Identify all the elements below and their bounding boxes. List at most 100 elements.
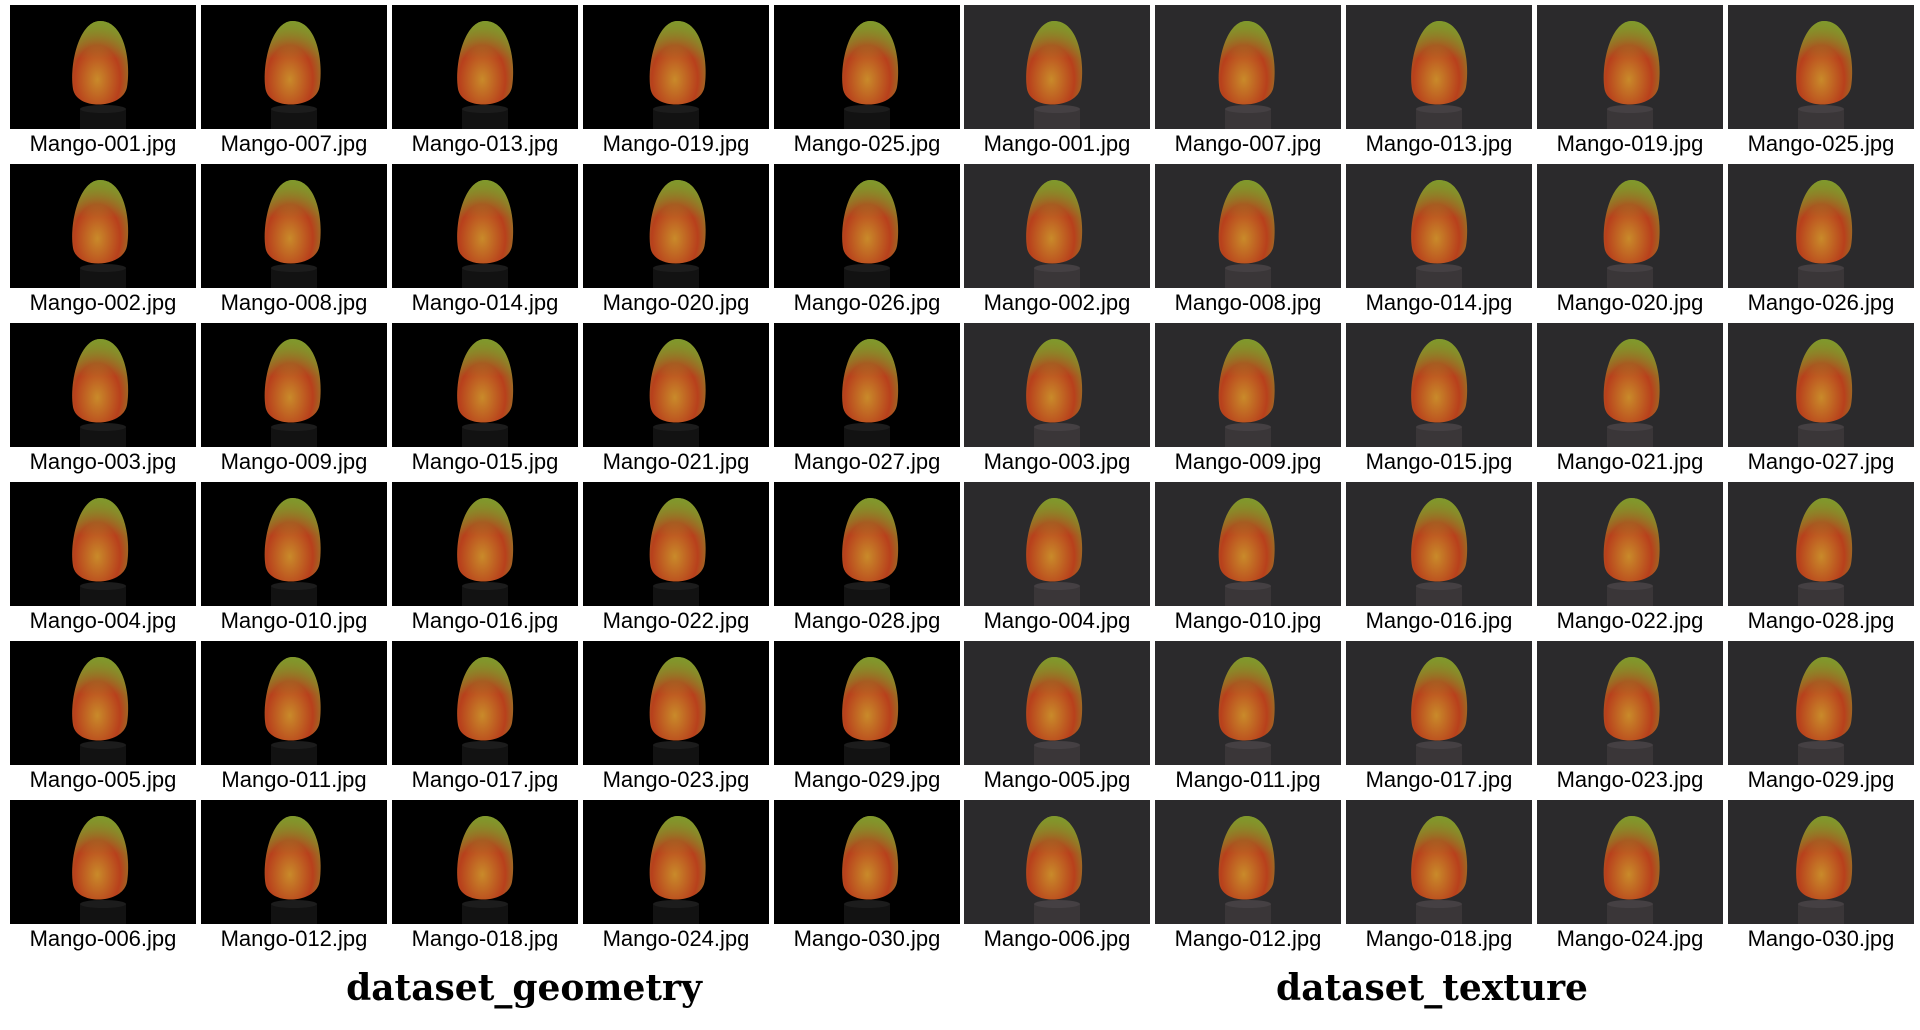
mango-photo	[392, 482, 578, 606]
thumbnail-tile[interactable]: Mango-003.jpg	[10, 323, 196, 482]
thumbnail-tile[interactable]: Mango-005.jpg	[964, 641, 1150, 800]
mango-photo	[964, 323, 1150, 447]
thumbnail-tile[interactable]: Mango-021.jpg	[1537, 323, 1723, 482]
thumbnail-tile[interactable]: Mango-029.jpg	[774, 641, 960, 800]
thumbnail-tile[interactable]: Mango-014.jpg	[392, 164, 578, 323]
mango-photo	[774, 323, 960, 447]
thumbnail-tile[interactable]: Mango-026.jpg	[774, 164, 960, 323]
filename-caption: Mango-008.jpg	[1174, 290, 1322, 315]
thumbnail-tile[interactable]: Mango-009.jpg	[1155, 323, 1341, 482]
filename-caption: Mango-019.jpg	[602, 131, 750, 156]
thumbnail-tile[interactable]: Mango-001.jpg	[964, 5, 1150, 164]
thumbnail-tile[interactable]: Mango-023.jpg	[1537, 641, 1723, 800]
mango-photo	[201, 164, 387, 288]
filename-caption: Mango-029.jpg	[1747, 767, 1895, 792]
thumbnail-tile[interactable]: Mango-014.jpg	[1346, 164, 1532, 323]
thumbnail-tile[interactable]: Mango-021.jpg	[583, 323, 769, 482]
thumbnail-tile[interactable]: Mango-010.jpg	[201, 482, 387, 641]
thumbnail-tile[interactable]: Mango-004.jpg	[964, 482, 1150, 641]
mango-photo	[1728, 5, 1914, 129]
mango-photo	[1728, 482, 1914, 606]
thumbnail-tile[interactable]: Mango-006.jpg	[964, 800, 1150, 959]
thumbnail-tile[interactable]: Mango-025.jpg	[1728, 5, 1914, 164]
filename-caption: Mango-014.jpg	[1365, 290, 1513, 315]
mango-photo	[583, 641, 769, 765]
thumbnail-tile[interactable]: Mango-022.jpg	[1537, 482, 1723, 641]
thumbnail-tile[interactable]: Mango-018.jpg	[1346, 800, 1532, 959]
thumbnail-tile[interactable]: Mango-012.jpg	[1155, 800, 1341, 959]
thumbnail-tile[interactable]: Mango-015.jpg	[1346, 323, 1532, 482]
filename-caption: Mango-028.jpg	[1747, 608, 1895, 633]
filename-caption: Mango-027.jpg	[1747, 449, 1895, 474]
thumbnail-tile[interactable]: Mango-001.jpg	[10, 5, 196, 164]
filename-caption: Mango-014.jpg	[411, 290, 559, 315]
mango-photo	[392, 164, 578, 288]
thumbnail-tile[interactable]: Mango-017.jpg	[392, 641, 578, 800]
thumbnail-tile[interactable]: Mango-016.jpg	[1346, 482, 1532, 641]
mango-photo	[964, 482, 1150, 606]
thumbnail-tile[interactable]: Mango-003.jpg	[964, 323, 1150, 482]
mango-photo	[964, 641, 1150, 765]
mango-photo	[392, 5, 578, 129]
thumbnail-tile[interactable]: Mango-028.jpg	[1728, 482, 1914, 641]
filename-caption: Mango-004.jpg	[983, 608, 1131, 633]
mango-photo	[392, 800, 578, 924]
thumbnail-tile[interactable]: Mango-028.jpg	[774, 482, 960, 641]
thumbnail-tile[interactable]: Mango-007.jpg	[1155, 5, 1341, 164]
mango-photo	[1537, 482, 1723, 606]
thumbnail-tile[interactable]: Mango-024.jpg	[1537, 800, 1723, 959]
mango-photo	[583, 323, 769, 447]
thumbnail-tile[interactable]: Mango-005.jpg	[10, 641, 196, 800]
thumbnail-tile[interactable]: Mango-019.jpg	[1537, 5, 1723, 164]
thumbnail-tile[interactable]: Mango-027.jpg	[1728, 323, 1914, 482]
thumbnail-tile[interactable]: Mango-012.jpg	[201, 800, 387, 959]
thumbnail-tile[interactable]: Mango-013.jpg	[1346, 5, 1532, 164]
thumbnail-tile[interactable]: Mango-011.jpg	[201, 641, 387, 800]
filename-caption: Mango-022.jpg	[1556, 608, 1704, 633]
thumbnail-tile[interactable]: Mango-030.jpg	[774, 800, 960, 959]
thumbnail-tile[interactable]: Mango-004.jpg	[10, 482, 196, 641]
thumbnail-tile[interactable]: Mango-002.jpg	[964, 164, 1150, 323]
thumbnail-tile[interactable]: Mango-017.jpg	[1346, 641, 1532, 800]
thumbnail-tile[interactable]: Mango-026.jpg	[1728, 164, 1914, 323]
thumbnail-tile[interactable]: Mango-013.jpg	[392, 5, 578, 164]
mango-photo	[774, 800, 960, 924]
thumbnail-tile[interactable]: Mango-022.jpg	[583, 482, 769, 641]
thumbnail-tile[interactable]: Mango-023.jpg	[583, 641, 769, 800]
thumbnail-tile[interactable]: Mango-020.jpg	[1537, 164, 1723, 323]
filename-caption: Mango-011.jpg	[221, 767, 367, 792]
thumbnail-tile[interactable]: Mango-008.jpg	[1155, 164, 1341, 323]
thumbnail-tile[interactable]: Mango-027.jpg	[774, 323, 960, 482]
thumbnail-tile[interactable]: Mango-008.jpg	[201, 164, 387, 323]
mango-photo	[10, 800, 196, 924]
thumbnail-tile[interactable]: Mango-029.jpg	[1728, 641, 1914, 800]
thumbnail-tile[interactable]: Mango-020.jpg	[583, 164, 769, 323]
mango-photo	[1346, 482, 1532, 606]
thumbnail-tile[interactable]: Mango-016.jpg	[392, 482, 578, 641]
mango-photo	[1346, 641, 1532, 765]
thumbnail-tile[interactable]: Mango-019.jpg	[583, 5, 769, 164]
filename-caption: Mango-010.jpg	[220, 608, 368, 633]
filename-caption: Mango-017.jpg	[411, 767, 559, 792]
thumbnail-tile[interactable]: Mango-011.jpg	[1155, 641, 1341, 800]
thumbnail-tile[interactable]: Mango-018.jpg	[392, 800, 578, 959]
filename-caption: Mango-009.jpg	[220, 449, 368, 474]
filename-caption: Mango-016.jpg	[1365, 608, 1513, 633]
thumbnail-tile[interactable]: Mango-002.jpg	[10, 164, 196, 323]
mango-photo	[201, 641, 387, 765]
filename-caption: Mango-023.jpg	[602, 767, 750, 792]
thumbnail-tile[interactable]: Mango-015.jpg	[392, 323, 578, 482]
mango-photo	[1537, 5, 1723, 129]
mango-photo	[1155, 164, 1341, 288]
thumbnail-tile[interactable]: Mango-007.jpg	[201, 5, 387, 164]
thumbnail-tile[interactable]: Mango-025.jpg	[774, 5, 960, 164]
thumbnail-tile[interactable]: Mango-010.jpg	[1155, 482, 1341, 641]
thumbnail-tile[interactable]: Mango-009.jpg	[201, 323, 387, 482]
thumbnail-tile[interactable]: Mango-030.jpg	[1728, 800, 1914, 959]
thumbnail-tile[interactable]: Mango-024.jpg	[583, 800, 769, 959]
thumbnail-tile[interactable]: Mango-006.jpg	[10, 800, 196, 959]
filename-caption: Mango-026.jpg	[1747, 290, 1895, 315]
filename-caption: Mango-003.jpg	[983, 449, 1131, 474]
filename-caption: Mango-007.jpg	[1174, 131, 1322, 156]
